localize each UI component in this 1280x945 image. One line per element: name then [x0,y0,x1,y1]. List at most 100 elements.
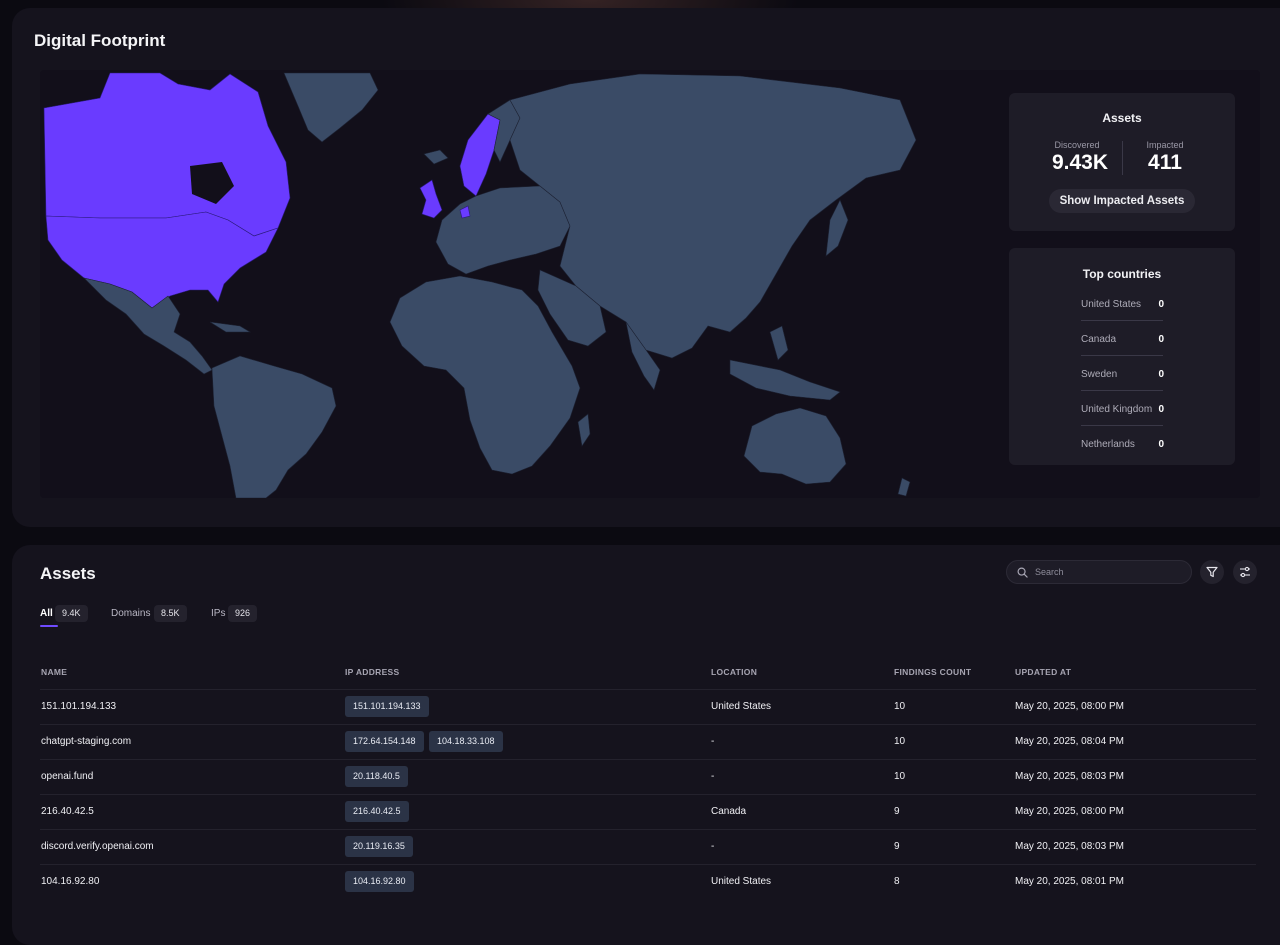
country-name: United States [1081,299,1142,310]
map-region-sweden [459,113,501,197]
tab-count-badge: 926 [228,605,258,622]
country-row: Canada 0 [1081,321,1164,356]
assets-title: Assets [40,564,96,583]
column-header-ip-address[interactable]: IP ADDRESS [345,667,400,677]
active-tab-indicator [40,625,58,627]
discovered-value: 9.43K [1051,151,1109,174]
findings-count-cell: 9 [894,806,900,817]
digital-footprint-panel: Digital Footprint [12,8,1280,527]
search-icon [1017,567,1028,578]
country-count: 0 [1158,299,1164,310]
filter-icon [1206,566,1218,578]
country-row: Netherlands 0 [1081,426,1164,461]
ip-chip[interactable]: 216.40.42.5 [345,801,409,822]
asset-name[interactable]: discord.verify.openai.com [41,841,154,852]
top-countries-title: Top countries [1082,267,1162,281]
tab-count-badge: 9.4K [55,605,88,622]
asset-name[interactable]: 151.101.194.133 [41,701,117,712]
map-region-europe [435,185,571,275]
assets-card-title: Assets [1102,111,1142,125]
column-header-location[interactable]: LOCATION [711,667,758,677]
sliders-icon [1240,566,1250,578]
updated-at-cell: May 20, 2025, 08:00 PM [1015,806,1124,817]
asset-name[interactable]: chatgpt-staging.com [41,736,132,747]
show-impacted-assets-button[interactable]: Show Impacted Assets [1049,189,1195,213]
location-cell: - [711,841,715,852]
asset-name[interactable]: openai.fund [41,771,94,782]
country-name: United Kingdom [1081,404,1153,415]
map-region-mexico [83,277,213,375]
assets-summary-card: Assets Discovered 9.43K Impacted 411 Sho… [1009,93,1235,231]
top-countries-card: Top countries United States 0 Canada 0 S… [1009,248,1235,465]
search-input[interactable] [1035,563,1185,581]
panel-title: Digital Footprint [34,31,166,50]
tab-label: IPs [211,608,226,619]
country-count: 0 [1158,369,1164,380]
column-header-findings-count[interactable]: FINDINGS COUNT [894,667,972,677]
findings-count-cell: 10 [894,701,906,712]
country-name: Canada [1081,334,1117,345]
location-cell: United States [711,876,772,887]
map-region-canada [43,72,291,237]
location-cell: - [711,771,715,782]
table-row[interactable]: 216.40.42.5 216.40.42.5 Canada 9 May 20,… [40,794,1256,829]
tab-count-badge: 8.5K [154,605,187,622]
findings-count-cell: 10 [894,771,906,782]
country-count: 0 [1158,334,1164,345]
search-box[interactable] [1006,560,1192,584]
column-header-name[interactable]: NAME [41,667,68,677]
map-region-africa [389,275,581,475]
ip-chip[interactable]: 151.101.194.133 [345,696,429,717]
table-row[interactable]: discord.verify.openai.com 20.119.16.35 -… [40,829,1256,864]
table-row[interactable]: 151.101.194.133 151.101.194.133 United S… [40,689,1256,724]
country-name: Netherlands [1081,439,1135,450]
table-row[interactable]: openai.fund 20.118.40.5 - 10 May 20, 202… [40,759,1256,794]
ip-chip[interactable]: 20.119.16.35 [345,836,413,857]
updated-at-cell: May 20, 2025, 08:03 PM [1015,841,1124,852]
country-count: 0 [1158,404,1164,415]
map-region-asia [509,73,917,359]
map-region-south-america [211,355,337,498]
table-row[interactable]: chatgpt-staging.com 172.64.154.148 104.1… [40,724,1256,759]
location-cell: - [711,736,715,747]
impacted-label: Impacted [1146,140,1184,150]
column-settings-button[interactable] [1233,560,1257,584]
location-cell: Canada [711,806,747,817]
asset-name[interactable]: 104.16.92.80 [41,876,100,887]
location-cell: United States [711,701,772,712]
asset-name[interactable]: 216.40.42.5 [41,806,94,817]
ip-chip[interactable]: 20.118.40.5 [345,766,408,787]
country-name: Sweden [1081,369,1118,380]
ip-chip[interactable]: 172.64.154.148 [345,731,424,752]
impacted-value: 411 [1148,151,1182,174]
tab-ips[interactable]: IPs 926 [211,605,271,625]
findings-count-cell: 10 [894,736,906,747]
country-row: Sweden 0 [1081,356,1164,391]
tab-all[interactable]: All 9.4K [40,605,90,627]
filter-button[interactable] [1200,560,1224,584]
updated-at-cell: May 20, 2025, 08:00 PM [1015,701,1124,712]
ip-chip[interactable]: 104.16.92.80 [345,871,414,892]
country-count: 0 [1158,439,1164,450]
assets-panel: Assets All 9.4K Domains 8.5K IPs 926 NAM [12,545,1280,945]
column-header-updated-at[interactable]: UPDATED AT [1015,667,1072,677]
ip-chip[interactable]: 104.18.33.108 [429,731,503,752]
findings-count-cell: 8 [894,876,900,887]
findings-count-cell: 9 [894,841,900,852]
world-map-svg [43,72,917,498]
map-region-australia [743,407,847,485]
tab-domains[interactable]: Domains 8.5K [111,605,191,625]
updated-at-cell: May 20, 2025, 08:04 PM [1015,736,1124,747]
map-region-united-kingdom [419,179,443,219]
tab-label: Domains [111,608,151,619]
discovered-label: Discovered [1054,140,1100,150]
updated-at-cell: May 20, 2025, 08:03 PM [1015,771,1124,782]
country-row: United Kingdom 0 [1081,391,1164,426]
map-region-netherlands [459,205,471,219]
updated-at-cell: May 20, 2025, 08:01 PM [1015,876,1124,887]
stat-divider [1122,141,1123,175]
map-region-greenland [283,72,379,143]
country-row: United States 0 [1081,286,1164,321]
table-row[interactable]: 104.16.92.80 104.16.92.80 United States … [40,864,1256,899]
tab-label: All [40,608,53,619]
